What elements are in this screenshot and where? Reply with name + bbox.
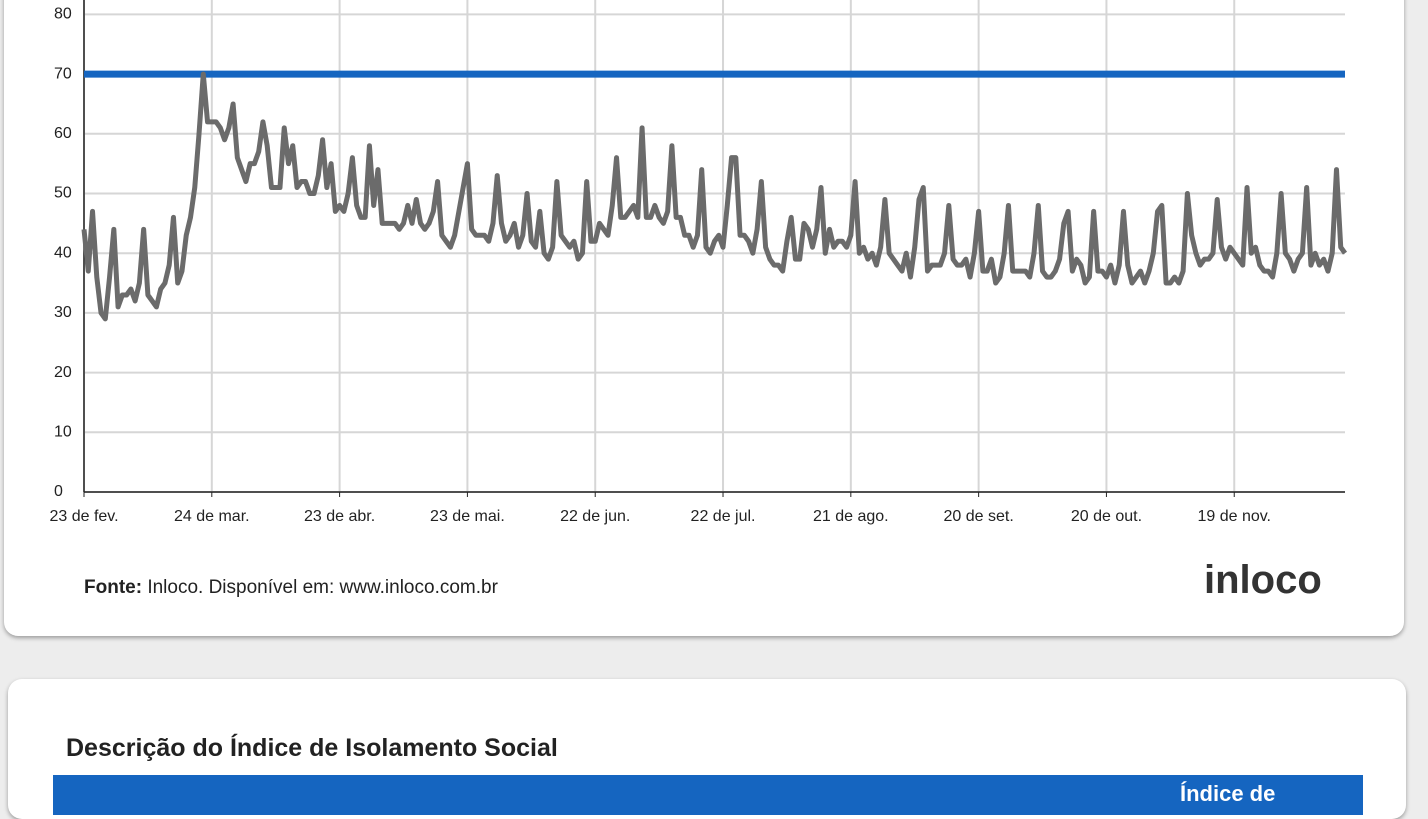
x-tick-label: 23 de fev.: [49, 508, 118, 525]
y-tick-label: 20: [54, 364, 72, 381]
x-tick-label: 23 de abr.: [304, 508, 375, 525]
y-tick-label: 0: [54, 483, 63, 500]
source: Fonte: Inloco. Disponível em: www.inloco…: [84, 577, 498, 599]
description-card: Descrição do Índice de Isolamento Social…: [8, 679, 1406, 819]
y-tick-label: 30: [54, 304, 72, 321]
chart-card: Fonte: Inloco. Disponível em: www.inloco…: [4, 0, 1404, 636]
page: Fonte: Inloco. Disponível em: www.inloco…: [4, 0, 1406, 819]
table-header: Índice de: [53, 775, 1363, 815]
x-tick-label: 22 de jul.: [691, 508, 756, 525]
source-text: Inloco. Disponível em: www.inloco.com.br: [147, 577, 498, 598]
x-tick-label: 24 de mar.: [174, 508, 250, 525]
table-header-cell: Índice de: [1180, 781, 1276, 806]
x-tick-label: 20 de set.: [943, 508, 1013, 525]
y-tick-label: 10: [54, 424, 72, 441]
section-title: Descrição do Índice de Isolamento Social: [66, 734, 558, 762]
x-tick-label: 21 de ago.: [813, 508, 889, 525]
logo: inloco: [1204, 558, 1322, 602]
chart: 0 10 20 30 40 50 60 70 80 23 de fev. 24 de mar. 23 …: [49, 0, 1348, 525]
x-tick-label: 19 de nov.: [1197, 508, 1271, 525]
series-line: [81, 71, 1348, 322]
x-tick-label: 23 de mai.: [430, 508, 505, 525]
y-tick-label: 60: [54, 125, 72, 142]
y-tick-label: 40: [54, 244, 72, 261]
y-tick-label: 80: [54, 6, 72, 23]
x-tick-label: 22 de jun.: [560, 508, 630, 525]
x-tick-label: 20 de out.: [1071, 508, 1142, 525]
y-tick-label: 70: [54, 65, 72, 82]
source-label: Fonte:: [84, 577, 143, 598]
y-tick-label: 50: [54, 185, 72, 202]
